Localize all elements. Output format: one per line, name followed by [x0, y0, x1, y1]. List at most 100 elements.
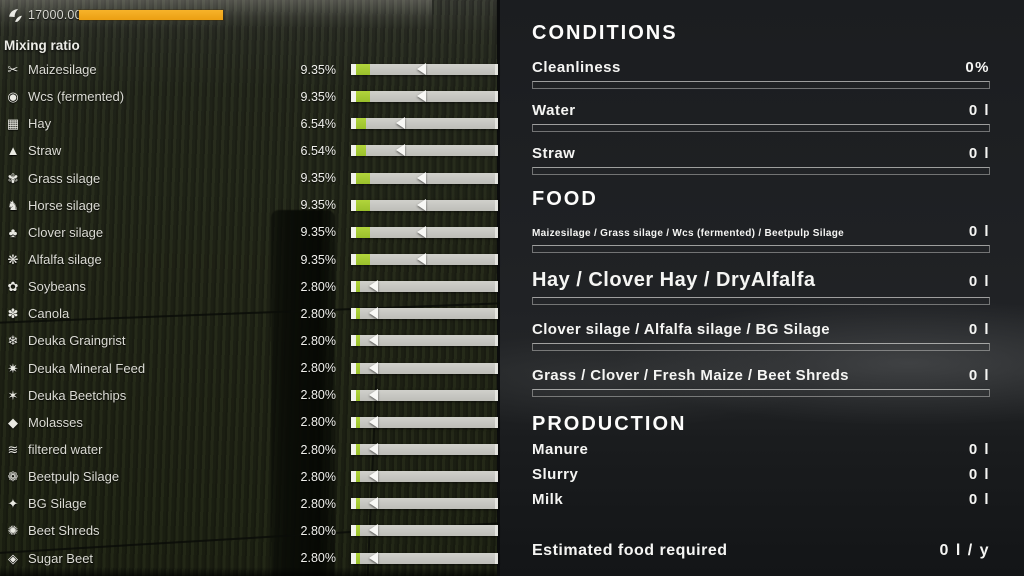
hay-icon: ▦ — [6, 116, 20, 132]
ingredient-label: Hay — [28, 116, 52, 132]
mixer-fill-icon — [8, 8, 23, 23]
estimated-food-value: 0 l / y — [939, 542, 990, 559]
ingredient-row: ◈ Sugar Beet 2.80% — [0, 545, 500, 572]
food-meter — [532, 245, 990, 253]
ratio-slider-handle[interactable] — [416, 198, 426, 211]
ratio-slider[interactable] — [351, 90, 498, 103]
ratio-slider[interactable] — [351, 225, 498, 238]
ratio-slider[interactable] — [351, 524, 498, 537]
fence-post — [271, 210, 335, 576]
ingredient-label: filtered water — [28, 442, 103, 458]
ratio-slider[interactable] — [351, 470, 498, 483]
ratio-slider[interactable] — [351, 388, 498, 401]
sugar-beet-icon: ◈ — [8, 550, 18, 566]
food-value: 0 l — [968, 367, 990, 384]
ratio-slider-fill — [356, 226, 370, 238]
ratio-slider[interactable] — [351, 361, 498, 374]
food-row: Maizesilage / Grass silage / Wcs (fermen… — [532, 223, 990, 253]
ingredient-label: Soybeans — [28, 279, 86, 295]
ratio-slider[interactable] — [351, 63, 498, 76]
ratio-slider[interactable] — [351, 144, 498, 157]
molasses-icon: ◆ — [8, 414, 18, 430]
ingredient-row: ✾ Grass silage 9.35% — [0, 165, 500, 192]
production-value: 0 l — [968, 466, 990, 483]
ratio-slider-handle[interactable] — [368, 280, 378, 293]
ratio-slider-handle[interactable] — [396, 144, 406, 157]
ratio-slider[interactable] — [351, 198, 498, 211]
ratio-slider[interactable] — [351, 551, 498, 564]
ingredient-row: ❋ Alfalfa silage 9.35% — [0, 246, 500, 273]
condition-label: Cleanliness — [532, 59, 621, 76]
food-meter — [532, 297, 990, 305]
ratio-slider-fill — [356, 362, 361, 374]
ratio-slider-fill — [356, 498, 361, 510]
beet-shreds-icon: ✺ — [7, 523, 19, 539]
beetpulp-silage-icon: ❁ — [7, 469, 19, 485]
ratio-slider[interactable] — [351, 253, 498, 266]
alfalfa-silage-icon: ❋ — [7, 252, 19, 268]
ratio-slider-handle[interactable] — [416, 171, 426, 184]
deuka-mineral-feed-icon: ✷ — [7, 360, 19, 376]
ratio-slider[interactable] — [351, 334, 498, 347]
ratio-slider[interactable] — [351, 415, 498, 428]
production-label: Manure — [532, 441, 589, 458]
ratio-slider[interactable] — [351, 280, 498, 293]
maizesilage-icon: ✂ — [7, 62, 19, 78]
ingredient-percent: 2.80% — [300, 415, 336, 430]
ingredient-label: Clover silage — [28, 224, 104, 240]
condition-meter — [532, 124, 990, 132]
ingredient-row: ✽ Canola 2.80% — [0, 300, 500, 327]
ratio-slider[interactable] — [351, 497, 498, 510]
wcs-fermented-icon: ◉ — [7, 89, 19, 105]
ratio-slider-handle[interactable] — [368, 334, 378, 347]
ingredient-label: Sugar Beet — [28, 550, 94, 566]
ratio-slider-handle[interactable] — [368, 415, 378, 428]
estimated-food-label: Estimated food required — [532, 542, 728, 559]
production-label: Milk — [532, 491, 564, 508]
production-list: Manure 0 l Slurry 0 l Milk 0 l — [532, 441, 990, 508]
ingredient-percent: 9.35% — [300, 62, 336, 77]
ingredient-percent: 9.35% — [300, 225, 336, 240]
ratio-slider[interactable] — [351, 117, 498, 130]
fill-level-value: 17000.00 — [28, 8, 82, 22]
ratio-slider-fill — [356, 416, 361, 428]
ingredient-percent: 2.80% — [300, 333, 336, 348]
condition-value: 0 l — [968, 145, 990, 162]
ratio-slider[interactable] — [351, 307, 498, 320]
ratio-slider-handle[interactable] — [368, 361, 378, 374]
ratio-slider-handle[interactable] — [416, 63, 426, 76]
food-row: Clover silage / Alfalfa silage / BG Sila… — [532, 321, 990, 351]
ratio-slider-fill — [356, 525, 361, 537]
ingredient-row: ≋ filtered water 2.80% — [0, 436, 500, 463]
ratio-slider-handle[interactable] — [368, 388, 378, 401]
ratio-slider-handle[interactable] — [368, 551, 378, 564]
ratio-slider-handle[interactable] — [368, 497, 378, 510]
ratio-slider-handle[interactable] — [416, 225, 426, 238]
ingredient-percent: 2.80% — [300, 496, 336, 511]
mixing-ratio-title: Mixing ratio — [4, 38, 80, 53]
production-value: 0 l — [968, 441, 990, 458]
ingredient-percent: 6.54% — [300, 143, 336, 158]
ingredient-row: ♣ Clover silage 9.35% — [0, 219, 500, 246]
ratio-slider[interactable] — [351, 171, 498, 184]
ratio-slider-handle[interactable] — [368, 524, 378, 537]
ratio-slider-handle[interactable] — [416, 90, 426, 103]
ratio-slider-handle[interactable] — [368, 443, 378, 456]
condition-label: Straw — [532, 145, 576, 162]
ingredient-row: ▦ Hay 6.54% — [0, 110, 500, 137]
ratio-slider[interactable] — [351, 443, 498, 456]
ratio-slider-fill — [356, 308, 361, 320]
ratio-slider-fill — [356, 444, 361, 456]
ratio-slider-fill — [356, 172, 370, 184]
production-row: Slurry 0 l — [532, 466, 990, 483]
ingredient-row: ▲ Straw 6.54% — [0, 137, 500, 164]
ingredient-label: BG Silage — [28, 496, 87, 512]
ratio-slider-fill — [356, 91, 370, 103]
ratio-slider-handle[interactable] — [368, 470, 378, 483]
food-value: 0 l — [968, 223, 990, 240]
ratio-slider-handle[interactable] — [368, 307, 378, 320]
ratio-slider-handle[interactable] — [416, 253, 426, 266]
ratio-slider-handle[interactable] — [396, 117, 406, 130]
ingredient-percent: 2.80% — [300, 361, 336, 376]
